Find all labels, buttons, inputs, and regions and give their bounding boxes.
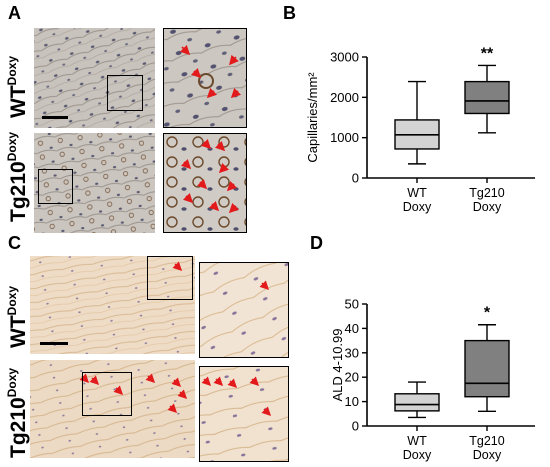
y-tick-label: 30 <box>345 345 359 360</box>
marker-arrows <box>201 376 272 417</box>
category-label: WT <box>407 186 427 200</box>
y-axis-label: Capillaries/mm² <box>305 72 320 163</box>
panel-label-c: C <box>8 233 21 253</box>
y-tick-label: 0 <box>352 419 359 434</box>
marker-arrows <box>180 138 240 214</box>
inset-c-tg <box>199 366 289 462</box>
region-of-interest-box <box>82 372 132 416</box>
region-of-interest-box <box>147 256 193 300</box>
y-axis-label: ALD 4-10.99 <box>330 329 345 402</box>
y-tick-label: 0 <box>352 171 359 186</box>
box <box>464 80 510 115</box>
significance-marker: * <box>484 305 491 322</box>
micrograph-a-wt <box>34 28 155 128</box>
inset-texture <box>164 29 246 127</box>
region-of-interest-box <box>107 75 143 111</box>
category-label: Doxy <box>403 448 432 462</box>
tissue-texture <box>34 133 155 233</box>
inset-texture <box>200 367 288 461</box>
category-label: WT <box>407 434 427 448</box>
inset-a-wt <box>163 28 247 128</box>
scale-bar <box>40 342 68 345</box>
marker-arrows <box>79 373 188 414</box>
box <box>464 339 510 398</box>
category-label: Tg210 <box>469 434 504 448</box>
category-label: Tg210 <box>469 186 504 200</box>
y-tick-label: 1000 <box>330 130 359 145</box>
marker-arrows <box>179 44 242 99</box>
y-tick-label: 2000 <box>330 90 359 105</box>
marker-arrows <box>259 280 270 291</box>
marker-arrows <box>172 261 183 272</box>
inset-a-tg <box>163 133 247 233</box>
inset-texture <box>164 134 246 232</box>
y-tick-label: 20 <box>345 370 359 385</box>
inset-c-wt <box>199 262 289 358</box>
significance-marker: ** <box>481 45 494 62</box>
scale-bar <box>42 116 68 119</box>
y-tick-label: 10 <box>345 394 359 409</box>
category-label: Doxy <box>473 448 502 462</box>
category-label: Doxy <box>473 200 502 214</box>
tissue-texture <box>30 256 195 354</box>
inset-texture <box>200 263 288 357</box>
panel-label-b: B <box>283 3 296 23</box>
y-tick-label: 40 <box>345 321 359 336</box>
panel-label-a: A <box>8 3 21 23</box>
micrograph-a-tg <box>34 133 155 233</box>
micrograph-c-tg <box>30 360 195 458</box>
micrograph-c-wt <box>30 256 195 354</box>
y-tick-label: 3000 <box>330 50 359 65</box>
box <box>394 393 440 412</box>
tissue-texture <box>30 360 195 458</box>
y-tick-label: 50 <box>345 297 359 312</box>
region-of-interest-box <box>38 169 73 204</box>
category-label: Doxy <box>403 200 432 214</box>
tissue-texture <box>34 28 155 128</box>
panel-label-d: D <box>310 233 323 253</box>
